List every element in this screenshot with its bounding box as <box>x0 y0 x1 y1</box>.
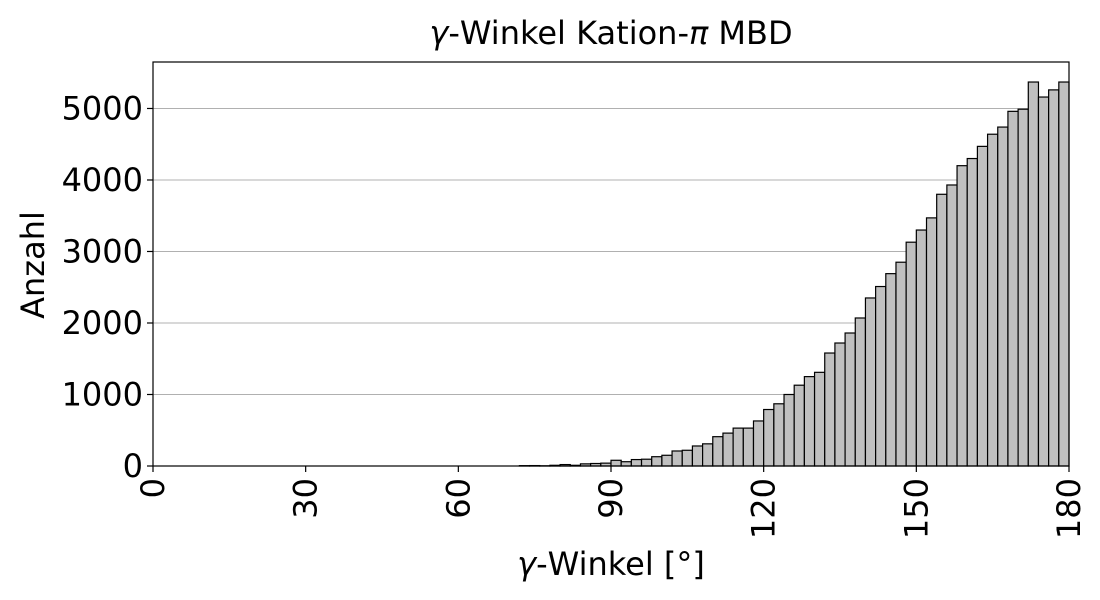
x-axis-ticks: 0 30 60 90 120 150 180 <box>134 466 1088 539</box>
bar-39 <box>915 229 928 467</box>
bar-49 <box>1017 108 1029 467</box>
bar-25 <box>773 403 785 467</box>
chart-title-suffix: MBD <box>708 14 792 52</box>
bar-20 <box>722 432 734 467</box>
chart-title: γ-Winkel Kation-π MBD <box>429 14 792 52</box>
x-axis-label-text: -Winkel [°] <box>536 545 705 583</box>
bar-53 <box>1058 81 1070 467</box>
bar-34 <box>864 297 877 467</box>
bar-29 <box>813 371 826 467</box>
bar-32 <box>844 332 856 467</box>
bar-22 <box>742 427 755 467</box>
bar-31 <box>834 342 846 467</box>
bar-16 <box>681 449 694 467</box>
bar-17 <box>691 445 704 467</box>
bar-27 <box>793 384 805 467</box>
x-tick-label-4: 120 <box>745 478 783 539</box>
y-tick-label-4: 4000 <box>62 161 143 199</box>
bar-36 <box>885 273 897 467</box>
bar-41 <box>936 193 948 467</box>
bar-14 <box>661 454 673 467</box>
y-tick-label-1: 1000 <box>62 375 143 413</box>
bar-47 <box>997 126 1009 467</box>
bars <box>518 81 1070 467</box>
x-tick-label-1: 30 <box>287 478 325 519</box>
bar-23 <box>752 420 765 467</box>
bar-28 <box>803 376 816 467</box>
bar-33 <box>854 317 867 467</box>
bar-12 <box>640 458 653 467</box>
bar-50 <box>1027 81 1040 467</box>
bar-52 <box>1048 89 1060 467</box>
y-tick-label-0: 0 <box>123 447 143 485</box>
bar-19 <box>712 436 724 467</box>
bar-38 <box>905 241 917 467</box>
bar-51 <box>1037 96 1050 467</box>
bar-35 <box>875 285 887 467</box>
bar-42 <box>946 184 958 467</box>
bar-30 <box>824 352 836 467</box>
bar-40 <box>925 217 938 467</box>
x-axis-label: γ-Winkel [°] <box>517 545 705 583</box>
x-tick-label-3: 90 <box>592 478 630 519</box>
bar-43 <box>956 165 968 467</box>
bar-10 <box>620 461 632 467</box>
bar-45 <box>976 145 989 467</box>
bar-15 <box>671 450 683 467</box>
x-tick-label-5: 150 <box>897 478 935 539</box>
bar-46 <box>986 133 999 467</box>
y-axis-label: Anzahl <box>14 211 52 319</box>
y-axis-ticks: 0 1000 2000 3000 4000 5000 <box>62 89 153 485</box>
chart-title-variable: γ <box>429 14 450 52</box>
y-tick-label-5: 5000 <box>62 89 143 127</box>
bar-24 <box>763 408 775 467</box>
bar-44 <box>966 157 979 467</box>
bar-11 <box>630 458 643 467</box>
chart-title-pi: π <box>689 14 709 52</box>
bar-48 <box>1007 110 1019 467</box>
x-tick-label-0: 0 <box>134 478 172 498</box>
bar-37 <box>895 261 907 467</box>
x-tick-label-2: 60 <box>439 478 477 519</box>
bar-18 <box>701 443 714 467</box>
bar-9 <box>610 459 622 467</box>
bar-21 <box>732 427 744 467</box>
bar-26 <box>783 393 795 467</box>
x-axis-label-variable: γ <box>517 545 538 583</box>
y-tick-label-3: 3000 <box>62 232 143 270</box>
x-tick-label-6: 180 <box>1050 478 1088 539</box>
chart-title-text: -Winkel Kation- <box>448 14 689 52</box>
y-tick-label-2: 2000 <box>62 304 143 342</box>
bar-13 <box>651 456 663 467</box>
